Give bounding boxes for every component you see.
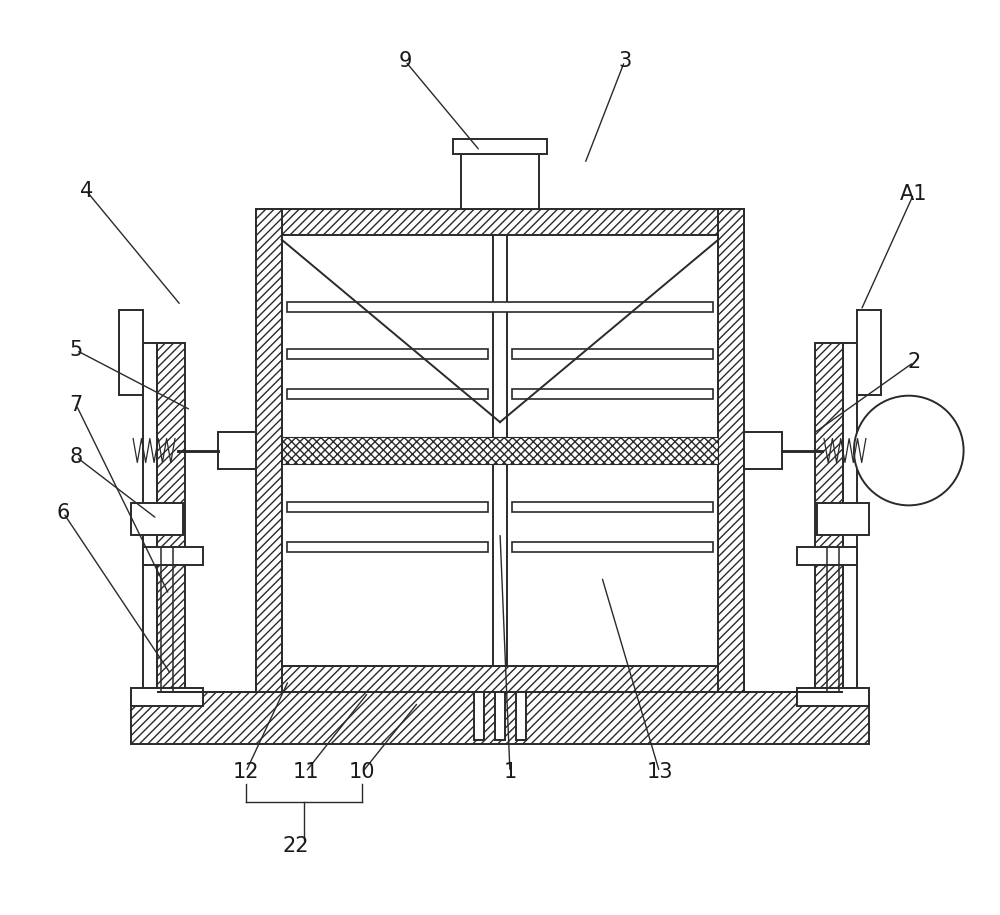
Bar — [256, 209, 744, 234]
Bar — [797, 688, 869, 706]
Text: 1: 1 — [503, 762, 517, 782]
Bar — [131, 503, 183, 534]
Bar — [516, 693, 526, 740]
Bar — [119, 310, 143, 395]
Bar — [817, 503, 869, 534]
Text: 10: 10 — [349, 762, 376, 782]
Text: 22: 22 — [282, 835, 309, 856]
Bar — [512, 389, 713, 399]
Bar — [744, 432, 782, 469]
Bar — [282, 234, 718, 666]
Bar — [287, 389, 488, 399]
Bar — [131, 688, 203, 706]
Bar — [143, 547, 203, 565]
Text: 8: 8 — [70, 447, 83, 467]
Bar — [287, 542, 488, 552]
Text: 9: 9 — [399, 51, 412, 71]
Bar — [474, 693, 484, 740]
Text: 4: 4 — [80, 181, 93, 200]
Bar — [282, 437, 718, 464]
Bar — [512, 350, 713, 360]
Bar — [512, 501, 713, 511]
Bar — [797, 547, 857, 565]
Text: 3: 3 — [618, 51, 631, 71]
Bar — [256, 666, 744, 693]
Bar — [453, 139, 547, 154]
Bar — [256, 209, 282, 693]
Bar — [495, 693, 505, 740]
Text: 7: 7 — [70, 395, 83, 415]
Text: A1: A1 — [900, 184, 927, 204]
Bar — [857, 310, 881, 395]
Bar — [718, 209, 744, 693]
Circle shape — [854, 395, 964, 505]
Bar — [815, 343, 843, 693]
Bar — [282, 234, 718, 666]
Bar — [461, 154, 539, 209]
Text: 6: 6 — [57, 503, 70, 522]
Bar — [218, 432, 256, 469]
Bar — [143, 343, 157, 693]
Text: 2: 2 — [907, 352, 920, 372]
Bar — [157, 343, 185, 693]
Bar — [287, 501, 488, 511]
Bar — [493, 234, 507, 666]
Bar — [512, 542, 713, 552]
Text: 12: 12 — [233, 762, 259, 782]
Bar — [287, 350, 488, 360]
Text: 13: 13 — [646, 762, 673, 782]
Bar — [843, 343, 857, 693]
Text: 11: 11 — [292, 762, 319, 782]
Bar — [131, 693, 869, 744]
Text: 5: 5 — [70, 340, 83, 361]
Bar — [287, 303, 713, 312]
